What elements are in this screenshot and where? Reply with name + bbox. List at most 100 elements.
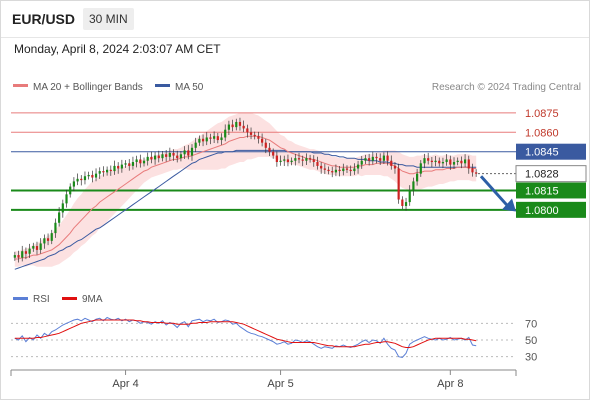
candle-body-65 — [253, 134, 256, 137]
candle-body-5 — [32, 246, 35, 249]
candle-body-108 — [412, 181, 415, 191]
candle-body-17 — [76, 178, 79, 182]
timeframe-badge[interactable]: 30 MIN — [83, 8, 134, 30]
candle-body-53 — [209, 137, 212, 139]
candle-body-1 — [17, 255, 20, 258]
candle-body-122 — [463, 159, 467, 164]
candle-body-99 — [379, 158, 382, 161]
candle-body-125 — [475, 172, 478, 174]
candle-body-41 — [165, 154, 168, 157]
support-label-2: 1.0800 — [525, 205, 559, 217]
candle-body-119 — [452, 162, 456, 165]
datetime-label: Monday, April 8, 2024 2:03:07 AM CET — [14, 42, 221, 56]
candle-body-101 — [386, 155, 389, 161]
candle-body-87 — [334, 169, 338, 173]
price-chart: 1.0875 1.0860 1.0845 1.0815 1.0800 1.0828 — [11, 108, 587, 270]
candle-body-32 — [131, 162, 135, 166]
candle-body-57 — [224, 129, 227, 138]
candle-body-21 — [91, 174, 94, 178]
rsi-tick-label-50: 50 — [525, 335, 537, 347]
candle-body-47 — [187, 150, 190, 156]
candle-body-100 — [382, 155, 385, 161]
candle-body-16 — [72, 181, 75, 187]
candle-body-102 — [390, 160, 393, 166]
candle-body-19 — [83, 176, 87, 181]
rsi-chart: 70 50 30 — [11, 316, 537, 364]
rsi-tick-label-70: 70 — [525, 318, 537, 330]
candle-body-90 — [345, 168, 349, 170]
candle-body-2 — [21, 251, 24, 258]
candle-body-45 — [179, 154, 183, 159]
candle-body-68 — [264, 142, 267, 148]
candle-body-97 — [371, 156, 374, 161]
candle-body-35 — [142, 160, 146, 164]
candle-body-13 — [61, 203, 64, 213]
candle-body-92 — [353, 168, 356, 172]
candle-body-23 — [98, 171, 101, 174]
ma50-line — [14, 149, 477, 270]
candle-body-7 — [39, 243, 42, 250]
candle-body-105 — [401, 199, 404, 206]
candle-body-115 — [438, 160, 441, 164]
candle-body-58 — [227, 124, 230, 130]
candle-body-44 — [176, 155, 179, 159]
candle-body-116 — [441, 162, 445, 164]
ma50-legend-label: MA 50 — [175, 82, 204, 93]
candle-body-6 — [35, 246, 39, 250]
current-level-label: 1.0845 — [525, 147, 559, 159]
candle-body-82 — [316, 162, 319, 166]
candle-body-48 — [190, 147, 194, 156]
candle-body-112 — [427, 158, 430, 161]
candle-body-86 — [331, 171, 334, 173]
candle-body-0 — [13, 255, 16, 258]
rsi-legend-swatch — [13, 297, 28, 300]
candle-body-27 — [113, 165, 116, 172]
candle-body-76 — [294, 158, 297, 161]
support-tag-2 — [516, 201, 586, 218]
last-price-tag — [515, 165, 587, 183]
candle-body-12 — [58, 212, 61, 223]
candle-body-10 — [50, 233, 53, 241]
candle-body-22 — [94, 173, 98, 178]
rsi-ma-legend-label: 9MA — [82, 294, 103, 305]
candle-body-120 — [456, 160, 459, 163]
candle-body-73 — [283, 159, 286, 161]
candle-body-77 — [297, 158, 301, 160]
candle-body-80 — [308, 158, 312, 160]
candle-body-110 — [419, 163, 422, 174]
candle-body-104 — [397, 168, 400, 200]
time-tick-label-0: Apr 4 — [112, 378, 138, 390]
candle-body-63 — [246, 128, 249, 133]
candle-body-117 — [445, 159, 448, 163]
candle-body-9 — [46, 238, 50, 241]
candle-body-25 — [106, 169, 109, 173]
candle-body-4 — [28, 248, 31, 254]
candle-body-31 — [128, 163, 131, 166]
forecast-arrow-shaft — [479, 175, 512, 210]
last-price-label: 1.0828 — [525, 169, 559, 181]
candle-body-118 — [449, 159, 452, 165]
candle-body-111 — [423, 158, 426, 164]
candle-body-107 — [408, 190, 411, 203]
candle-body-78 — [301, 159, 304, 161]
candle-body-79 — [305, 158, 308, 161]
forecast-arrow-head — [502, 198, 516, 212]
candle-body-60 — [235, 121, 238, 128]
candle-body-71 — [275, 155, 278, 163]
candle-body-89 — [342, 168, 345, 172]
candle-body-30 — [124, 163, 127, 165]
candle-body-26 — [109, 169, 112, 172]
rsi-ma-line — [14, 319, 477, 348]
time-tick-label-2: Apr 8 — [437, 378, 463, 390]
candle-body-84 — [323, 168, 326, 170]
resistance-label-1: 1.0875 — [525, 108, 559, 120]
candle-body-28 — [117, 165, 120, 169]
candle-body-34 — [139, 159, 142, 164]
candle-body-114 — [434, 160, 437, 163]
candle-body-106 — [404, 202, 408, 206]
candle-body-69 — [268, 147, 271, 152]
candle-body-124 — [471, 168, 474, 173]
candle-body-38 — [153, 155, 157, 160]
candle-body-29 — [120, 164, 123, 169]
candle-body-103 — [393, 165, 397, 169]
